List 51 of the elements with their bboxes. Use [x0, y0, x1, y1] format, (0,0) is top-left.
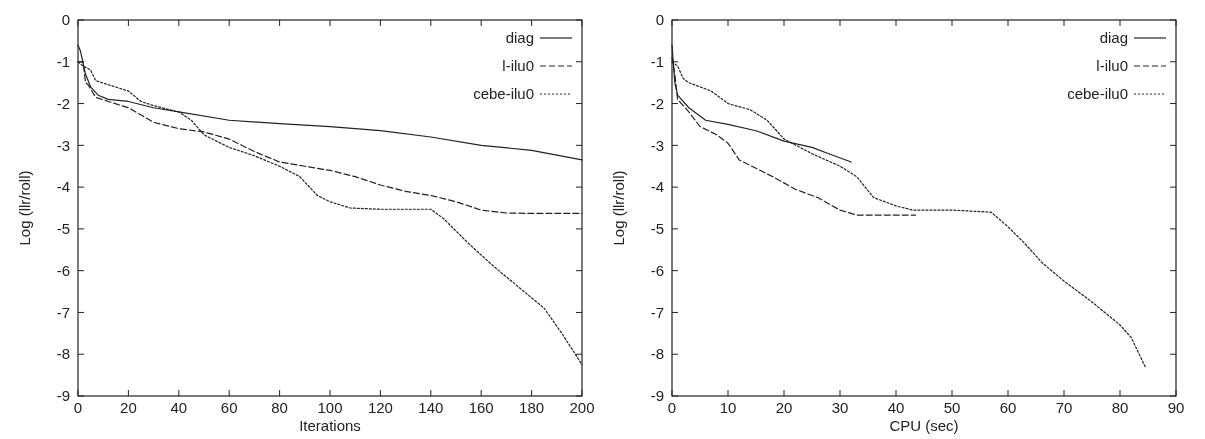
x-tick-label: 0 — [667, 399, 677, 416]
x-tick-label: 200 — [569, 399, 595, 416]
x-tick-label: 180 — [519, 399, 545, 416]
y-axis-title: Log (llr/roll) — [610, 170, 627, 246]
y-tick-label: -6 — [650, 261, 664, 279]
x-tick-label: 20 — [120, 399, 137, 416]
x-tick-label: 120 — [367, 399, 393, 416]
legend-label: l-ilu0 — [1096, 57, 1128, 75]
x-tick-label: 90 — [1167, 399, 1185, 416]
y-tick-label: -9 — [56, 387, 70, 405]
x-tick-label: 50 — [943, 399, 961, 416]
y-tick-label: -1 — [650, 53, 664, 71]
y-tick-label: -8 — [650, 345, 664, 363]
x-tick-label: 100 — [317, 399, 343, 416]
x-tick-label: 140 — [418, 399, 444, 416]
y-tick-label: -4 — [650, 178, 664, 196]
y-tick-label: 0 — [655, 11, 664, 29]
x-tick-label: 60 — [220, 399, 238, 416]
y-tick-label: 0 — [61, 11, 70, 29]
y-tick-label: -8 — [56, 345, 70, 363]
y-tick-label: -7 — [56, 303, 70, 321]
x-axis-title: Iterations — [299, 417, 361, 434]
y-tick-label: -2 — [56, 94, 70, 112]
x-axis-title: CPU (sec) — [889, 417, 959, 434]
y-tick-label: -3 — [56, 136, 70, 154]
y-tick-label: -4 — [56, 178, 70, 196]
x-tick-label: 80 — [1111, 399, 1129, 416]
y-tick-label: -5 — [650, 220, 664, 238]
x-tick-label: 60 — [999, 399, 1017, 416]
legend-label: l-ilu0 — [502, 57, 534, 75]
x-tick-label: 10 — [719, 399, 737, 416]
y-tick-label: -7 — [650, 303, 664, 321]
x-tick-label: 80 — [271, 399, 288, 416]
x-tick-label: 30 — [831, 399, 849, 416]
legend-label: cebe-ilu0 — [1067, 85, 1128, 103]
legend-label: diag — [1099, 29, 1128, 47]
x-tick-label: 70 — [1055, 399, 1073, 416]
x-tick-label: 40 — [170, 399, 188, 416]
y-axis-title: Log (llr/roll) — [16, 170, 33, 246]
legend-label: cebe-ilu0 — [473, 85, 534, 103]
legend-label: diag — [505, 29, 534, 47]
y-tick-label: -9 — [650, 387, 664, 405]
x-tick-label: 20 — [775, 399, 793, 416]
y-tick-label: -3 — [650, 136, 664, 154]
x-tick-label: 160 — [468, 399, 494, 416]
y-tick-label: -2 — [650, 94, 664, 112]
y-tick-label: -1 — [56, 53, 70, 71]
y-tick-label: -5 — [56, 220, 70, 238]
x-tick-label: 40 — [887, 399, 905, 416]
x-tick-label: 0 — [73, 399, 83, 416]
y-tick-label: -6 — [56, 261, 70, 279]
